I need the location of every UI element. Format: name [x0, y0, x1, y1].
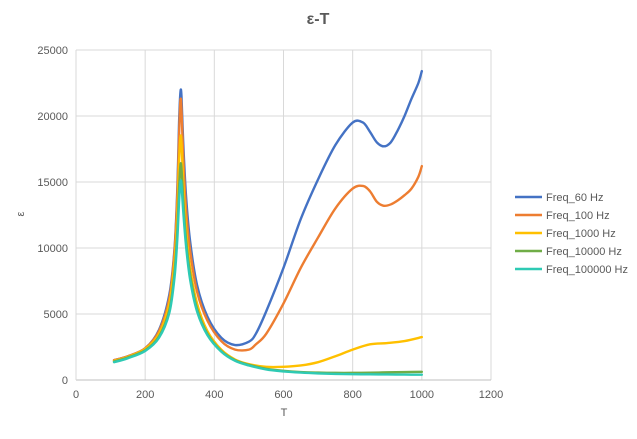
legend-label: Freq_1000 Hz — [546, 228, 616, 240]
axes — [75, 50, 491, 381]
legend: Freq_60 Hz Freq_100 Hz Freq_1000 Hz Freq_10… — [515, 192, 628, 276]
y-tick-label: 20000 — [37, 111, 68, 123]
y-tick-labels: 0 5000 10000 15000 20000 25000 — [37, 45, 68, 387]
x-axis-label: T — [281, 407, 288, 419]
x-tick-label: 200 — [136, 389, 154, 401]
y-tick-label: 5000 — [44, 309, 68, 321]
legend-label: Freq_60 Hz — [546, 192, 603, 204]
y-axis-label: ε — [15, 211, 27, 216]
x-tick-label: 800 — [343, 389, 361, 401]
x-tick-labels: 0 200 400 600 800 1000 1200 — [73, 389, 503, 401]
chart-title: ε-T — [307, 11, 330, 28]
legend-label: Freq_10000 Hz — [546, 246, 622, 258]
y-tick-label: 15000 — [37, 177, 68, 189]
legend-label: Freq_100000 Hz — [546, 264, 628, 276]
x-tick-label: 600 — [274, 389, 292, 401]
gridlines — [76, 49, 492, 380]
x-tick-label: 400 — [205, 389, 223, 401]
series-line-5 — [112, 179, 424, 376]
x-tick-label: 1000 — [410, 389, 434, 401]
series-lines — [112, 69, 424, 376]
x-tick-label: 1200 — [479, 389, 503, 401]
x-tick-label: 0 — [73, 389, 79, 401]
legend-label: Freq_100 Hz — [546, 210, 610, 222]
y-tick-label: 25000 — [37, 45, 68, 57]
y-tick-label: 10000 — [37, 243, 68, 255]
y-tick-label: 0 — [62, 375, 68, 387]
